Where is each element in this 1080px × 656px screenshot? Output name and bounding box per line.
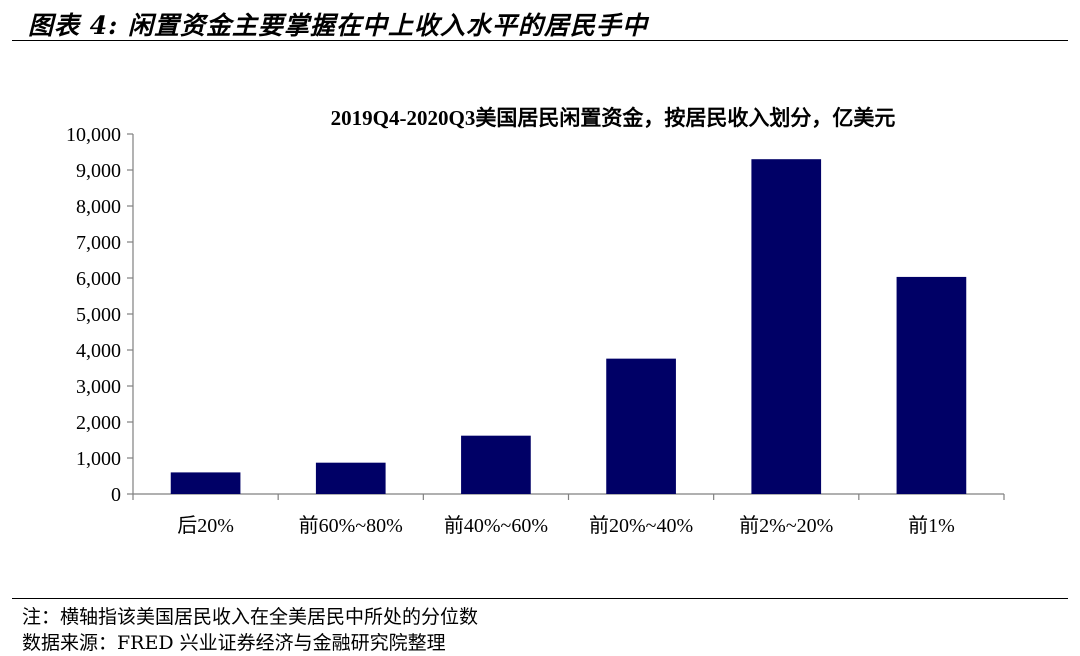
bar xyxy=(461,435,531,494)
y-tick-label: 7,000 xyxy=(76,232,121,254)
y-tick-label: 0 xyxy=(111,484,121,506)
bar xyxy=(170,472,241,494)
bar xyxy=(896,276,967,494)
bar xyxy=(315,462,386,494)
x-category-label: 前60%~80% xyxy=(299,514,403,537)
x-category-label: 前1% xyxy=(908,514,955,537)
y-tick-label: 8,000 xyxy=(76,196,121,218)
y-tick-label: 6,000 xyxy=(76,268,121,290)
y-tick-label: 9,000 xyxy=(76,160,121,182)
chart-title: 2019Q4-2020Q3美国居民闲置资金，按居民收入划分，亿美元 xyxy=(331,106,896,130)
y-tick-label: 3,000 xyxy=(76,376,121,398)
y-tick-label: 10,000 xyxy=(66,124,121,146)
figure-title: 图表 4: 闲置资金主要掌握在中上收入水平的居民手中 xyxy=(28,11,649,40)
bar xyxy=(606,358,676,494)
header-divider xyxy=(12,40,1068,41)
y-tick-label: 4,000 xyxy=(76,340,121,362)
bar-chart: 2019Q4-2020Q3美国居民闲置资金，按居民收入划分，亿美元 0 1,000… xyxy=(66,106,1005,537)
y-axis: 0 1,000 2,000 3,000 4,000 5,000 6,000 7,000 8,00… xyxy=(66,124,134,506)
bars xyxy=(170,159,967,494)
x-category-label: 前40%~60% xyxy=(444,514,548,537)
data-source: 数据来源：FRED 兴业证券经济与金融研究院整理 xyxy=(22,632,446,654)
x-category-label: 前20%~40% xyxy=(589,514,693,537)
footnote: 注：横轴指该美国居民收入在全美居民中所处的分位数 xyxy=(22,606,479,628)
x-category-label: 后20% xyxy=(177,514,234,537)
y-tick-label: 1,000 xyxy=(76,448,121,470)
y-tick-label: 5,000 xyxy=(76,304,121,326)
bar xyxy=(751,159,822,494)
x-axis: 后20% 前60%~80% 前40%~60% 前20%~40% 前2%~20% 前1% xyxy=(132,493,1005,537)
y-tick-label: 2,000 xyxy=(76,412,121,434)
footer-divider xyxy=(12,598,1068,599)
x-category-label: 前2%~20% xyxy=(739,514,833,537)
